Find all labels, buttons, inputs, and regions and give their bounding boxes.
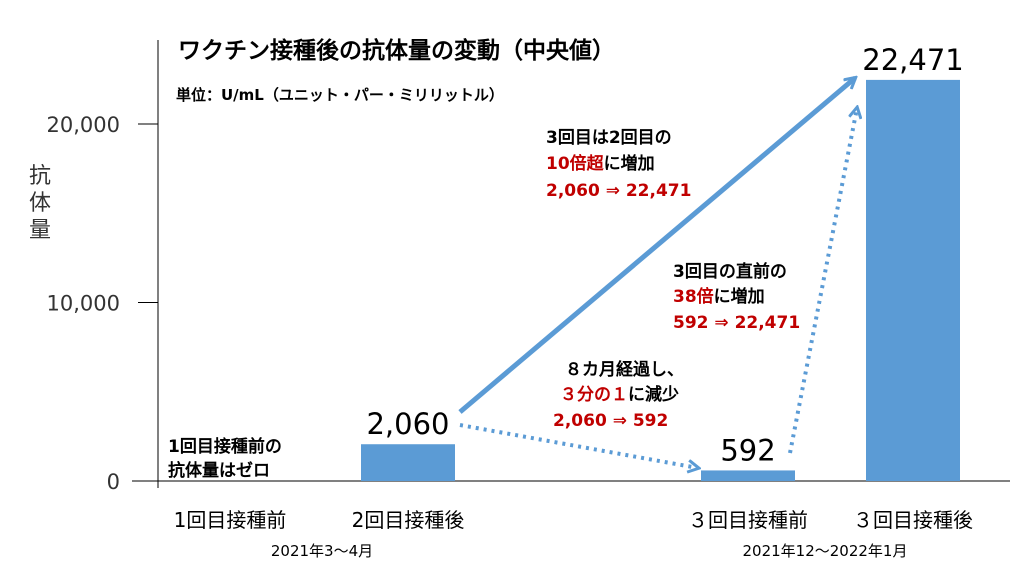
category-label-4: ３回目接種後 xyxy=(853,508,973,532)
value-label-3: 592 xyxy=(720,433,775,467)
overall-note-line3: 2,060 ⇒ 22,471 xyxy=(546,181,691,201)
value-label-4: 22,471 xyxy=(862,43,963,77)
category-label-3: ３回目接種前 xyxy=(688,508,808,532)
overall-highlight: 10倍超 xyxy=(546,153,605,174)
decline-note-line3: 2,060 ⇒ 592 xyxy=(553,411,668,431)
pre-booster-highlight: 38倍 xyxy=(673,286,714,307)
bar-2 xyxy=(361,444,455,481)
y-axis-label-char: 量 xyxy=(29,218,51,243)
decline-note-line2: ３分の１に減少 xyxy=(560,384,679,405)
value-label-2: 2,060 xyxy=(366,407,449,441)
pre-booster-arrow xyxy=(788,108,857,454)
y-tick-label: 20,000 xyxy=(47,113,120,137)
y-axis-label-char: 抗 xyxy=(29,164,51,189)
overall-arrow xyxy=(458,78,855,414)
overall-note-line1: 3回目は2回目の xyxy=(546,128,672,148)
decline-highlight: ３分の１ xyxy=(560,385,628,405)
period-label-2021-winter: 2021年12～2022年1月 xyxy=(743,542,908,560)
decline-arrow xyxy=(459,423,698,468)
chart-subtitle: 単位：U/mL（ユニット・パー・ミリリットル） xyxy=(176,86,504,104)
overall-rest: に増加 xyxy=(604,153,655,174)
chart-title: ワクチン接種後の抗体量の変動（中央値） xyxy=(178,37,615,64)
period-label-2021-spring: 2021年3～4月 xyxy=(271,542,373,560)
pre-booster-note-line2: 38倍に増加 xyxy=(673,286,765,307)
y-ticks: 0 10,000 20,000 xyxy=(47,113,158,494)
pre-booster-rest: に増加 xyxy=(714,286,765,307)
bar-4 xyxy=(866,79,960,482)
decline-rest: に減少 xyxy=(628,384,679,405)
y-tick-label: 10,000 xyxy=(47,292,120,316)
pre-booster-note-line3: 592 ⇒ 22,471 xyxy=(673,313,800,333)
bar-3 xyxy=(701,470,795,481)
category-label-2: 2回目接種後 xyxy=(352,508,465,532)
pre-booster-note-line1: 3回目の直前の xyxy=(673,261,787,282)
y-axis-label-char: 体 xyxy=(29,191,51,216)
decline-note-line1: ８カ月経過し、 xyxy=(565,359,684,380)
category-label-1: 1回目接種前 xyxy=(174,508,287,532)
zero-note-line2: 抗体量はゼロ xyxy=(168,460,270,481)
y-tick-label: 0 xyxy=(107,470,120,494)
bars: 1回目接種前 2,060 2回目接種後 592 ３回目接種前 22,471 ３回目接種後 xyxy=(174,43,973,532)
zero-note-line1: 1回目接種前の xyxy=(168,436,282,457)
overall-note-line2: 10倍超に増加 xyxy=(546,153,655,174)
